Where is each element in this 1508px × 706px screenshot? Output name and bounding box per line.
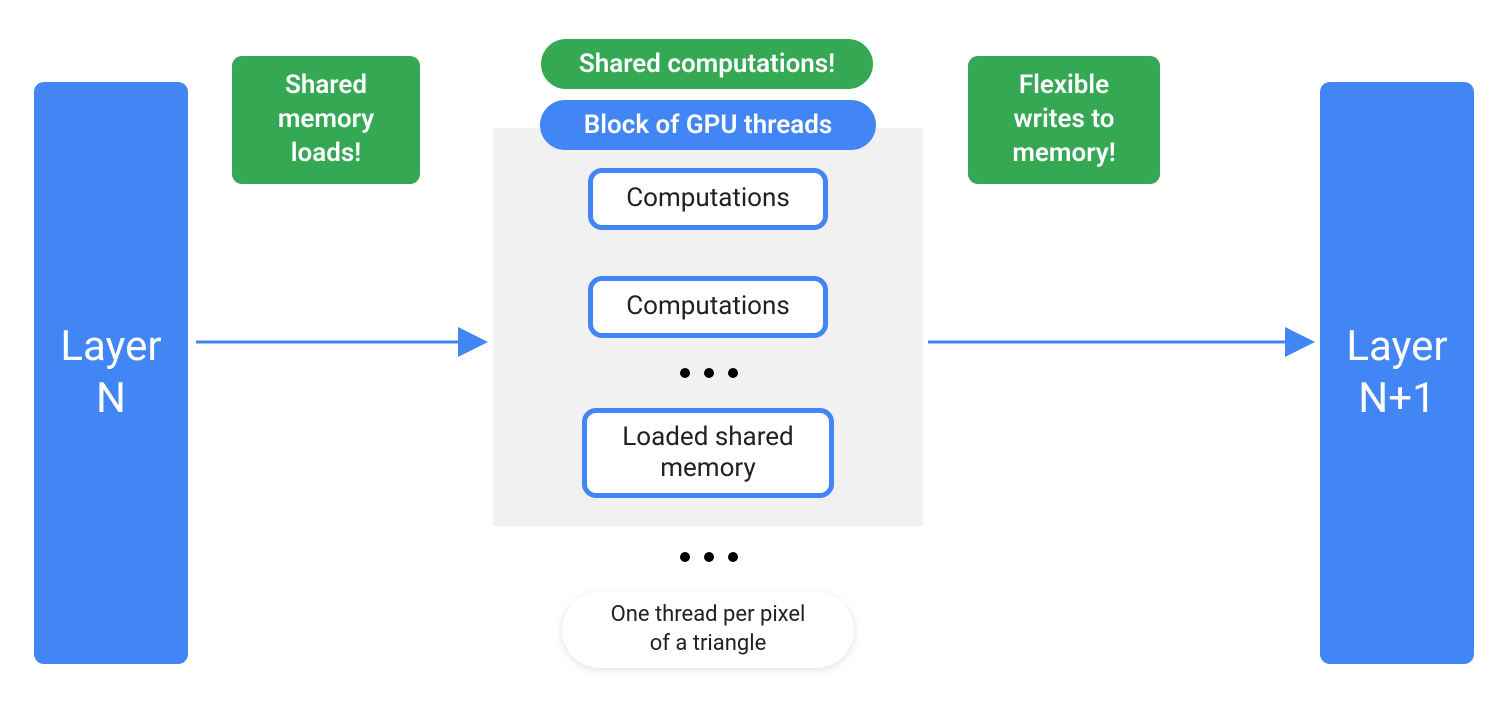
pill-top-label: Shared computations!: [579, 49, 835, 79]
computations-box-2: Computations: [588, 276, 828, 338]
dot-icon: [680, 552, 690, 562]
loaded-shared-memory-box: Loaded sharedmemory: [582, 408, 834, 498]
flexible-writes-badge: Flexiblewrites tomemory!: [968, 56, 1160, 184]
comp2-label: Computations: [626, 291, 790, 322]
badge-left-label: Sharedmemoryloads!: [278, 69, 374, 170]
dot-icon: [680, 368, 690, 378]
layer-n1-box: LayerN+1: [1320, 82, 1474, 664]
layer-n-box: LayerN: [34, 82, 188, 664]
ellipsis-inner: [680, 368, 738, 378]
comp1-label: Computations: [626, 183, 790, 214]
dot-icon: [728, 552, 738, 562]
dot-icon: [704, 552, 714, 562]
computations-box-1: Computations: [588, 168, 828, 230]
shared-computations-pill: Shared computations!: [541, 39, 873, 89]
dot-icon: [728, 368, 738, 378]
block-of-gpu-threads-pill: Block of GPU threads: [540, 100, 876, 150]
white-pill-label: One thread per pixelof a triangle: [611, 601, 806, 658]
layer-n-label: LayerN: [60, 321, 161, 426]
shared-memory-loads-badge: Sharedmemoryloads!: [232, 56, 420, 184]
comp3-label: Loaded sharedmemory: [622, 422, 793, 484]
badge-right-label: Flexiblewrites tomemory!: [1012, 69, 1115, 170]
pill-blue-label: Block of GPU threads: [584, 110, 832, 140]
dot-icon: [704, 368, 714, 378]
layer-n1-label: LayerN+1: [1346, 321, 1447, 426]
ellipsis-outer: [680, 552, 738, 562]
one-thread-per-pixel-pill: One thread per pixelof a triangle: [562, 592, 854, 668]
